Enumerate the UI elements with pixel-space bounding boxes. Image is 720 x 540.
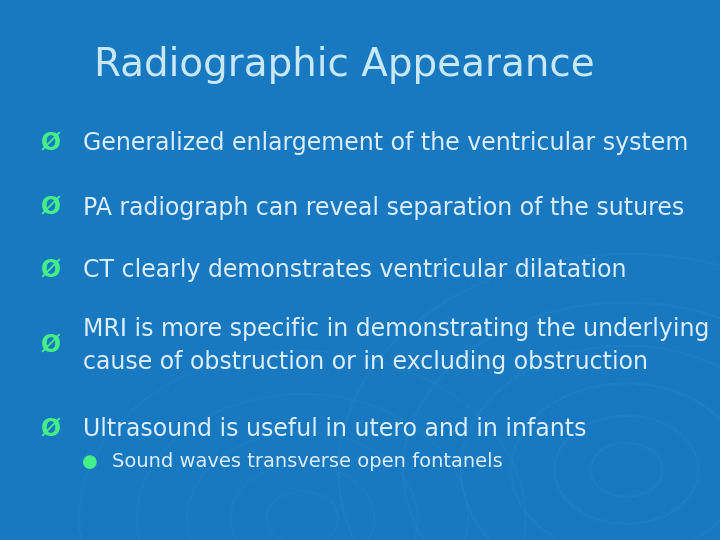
Text: ●: ● <box>82 453 98 471</box>
Text: Ø: Ø <box>40 258 60 282</box>
Text: Sound waves transverse open fontanels: Sound waves transverse open fontanels <box>112 452 503 471</box>
Text: Ø: Ø <box>40 131 60 155</box>
Text: MRI is more specific in demonstrating the underlying
cause of obstruction or in : MRI is more specific in demonstrating th… <box>83 318 709 374</box>
Text: Ø: Ø <box>40 417 60 441</box>
Text: Generalized enlargement of the ventricular system: Generalized enlargement of the ventricul… <box>83 131 688 155</box>
Text: Ø: Ø <box>40 196 60 220</box>
Text: Ultrasound is useful in utero and in infants: Ultrasound is useful in utero and in inf… <box>83 417 586 441</box>
Text: CT clearly demonstrates ventricular dilatation: CT clearly demonstrates ventricular dila… <box>83 258 626 282</box>
Text: Radiographic Appearance: Radiographic Appearance <box>94 46 594 84</box>
Text: Ø: Ø <box>40 334 60 357</box>
Text: PA radiograph can reveal separation of the sutures: PA radiograph can reveal separation of t… <box>83 196 684 220</box>
